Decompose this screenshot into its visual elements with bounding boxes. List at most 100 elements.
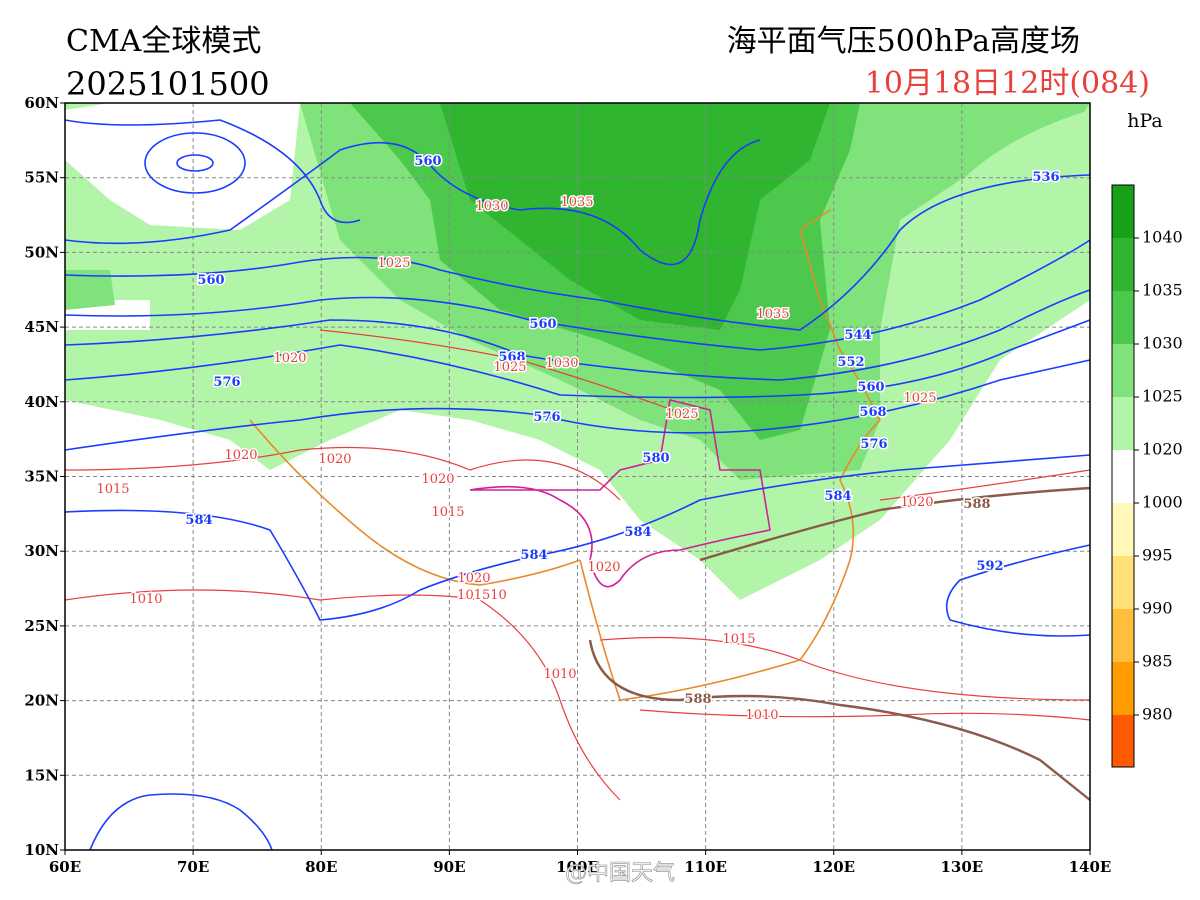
lat-label: 35N (24, 468, 59, 486)
lat-label: 30N (24, 542, 59, 560)
contour-588 (699, 486, 1091, 562)
contour-588 (588, 639, 1091, 801)
height-contours (64, 119, 1091, 851)
height-label: 552 (837, 355, 864, 370)
pressure-label: 1010 (745, 708, 778, 723)
map-area: 560 560 560 568 576 576 580 584 584 584 584 544 552 5… (64, 102, 1091, 851)
isobars (64, 329, 1091, 801)
init-time: 2025101500 (66, 65, 270, 103)
pressure-label: 1020 (900, 495, 933, 510)
colorbar-label: 1040 (1142, 228, 1183, 247)
lat-label: 45N (24, 318, 59, 336)
colorbar-frame (1111, 184, 1135, 768)
pressure-label: 1035 (756, 307, 789, 322)
height-label: 584 (824, 489, 851, 504)
contour (945, 544, 1091, 621)
lat-label: 55N (24, 169, 59, 187)
height-label: 588 (963, 497, 990, 512)
contour (89, 793, 273, 851)
colorbar-swatch (1112, 291, 1134, 344)
lon-label: 90E (433, 858, 465, 876)
lat-label: 20N (24, 692, 59, 710)
isobar (879, 469, 1091, 501)
height-label: 584 (185, 513, 212, 528)
colorbar-swatch (1112, 556, 1134, 609)
height-label: 544 (844, 328, 871, 343)
pressure-label: 101510 (457, 588, 507, 603)
lon-label: 130E (941, 858, 984, 876)
pressure-label: 1020 (457, 571, 490, 586)
colorbar-swatch (1112, 397, 1134, 450)
model-name: CMA全球模式 (66, 24, 261, 59)
lat-label: 50N (24, 243, 59, 261)
colorbar-swatch (1112, 503, 1134, 556)
isobar (64, 589, 621, 801)
lat-label: 15N (24, 766, 59, 784)
height-label: 536 (1032, 170, 1059, 185)
height-label: 576 (533, 410, 560, 425)
colorbar-swatch (1112, 185, 1134, 238)
borders (249, 209, 881, 701)
border (249, 419, 581, 586)
colorbar: hPa 1040 1035 1030 1025 1020 1000 995 990 985 980 (1111, 110, 1183, 768)
height-label: 580 (642, 451, 669, 466)
border (579, 209, 881, 701)
pressure-label: 1020 (273, 351, 306, 366)
pressure-label: 1015 (431, 505, 464, 520)
contour (64, 289, 1091, 381)
lon-label: 70E (177, 858, 209, 876)
lat-label: 40N (24, 393, 59, 411)
pressure-label: 1020 (224, 448, 257, 463)
lon-label: 60E (49, 858, 81, 876)
pressure-fill (65, 270, 115, 310)
colorbar-label: 985 (1142, 652, 1173, 671)
lon-label: 110E (684, 858, 727, 876)
regions (469, 399, 771, 588)
colorbar-swatch (1112, 662, 1134, 715)
pressure-fill (65, 103, 300, 230)
valid-time: 10月18日12时(084) (865, 66, 1150, 101)
isobar (599, 636, 1091, 701)
contour (64, 174, 1091, 331)
height-label: 584 (520, 548, 547, 563)
lon-label: 100E (556, 858, 599, 876)
colorbar-label: 1025 (1142, 387, 1183, 406)
colorbar-swatch (1112, 344, 1134, 397)
contour (64, 119, 361, 224)
contour (176, 154, 214, 172)
lat-label: 10N (24, 841, 59, 859)
height-label: 560 (857, 380, 884, 395)
pressure-fill (920, 110, 1090, 320)
colorbar-label: 990 (1142, 599, 1173, 618)
colorbar-unit: hPa (1127, 110, 1163, 132)
colorbar-swatch (1112, 450, 1134, 503)
isobar (64, 446, 621, 501)
pressure-label: 1015 (722, 632, 755, 647)
height-588 (588, 486, 1091, 801)
pressure-label: 1015 (96, 482, 129, 497)
colorbar-swatch (1112, 715, 1134, 767)
pressure-label: 1020 (421, 472, 454, 487)
watermark: @中国天气 (565, 861, 675, 886)
colorbar-swatch (1112, 238, 1134, 291)
lon-label: 80E (305, 858, 337, 876)
pressure-label: 1025 (493, 360, 526, 375)
contour-labels: 560 560 560 568 576 576 580 584 584 584 584 544 552 5… (95, 153, 1061, 725)
height-label: 584 (624, 525, 651, 540)
pressure-fill (440, 103, 830, 330)
contour (64, 359, 1091, 451)
colorbar-label: 995 (1142, 546, 1173, 565)
isobar (319, 329, 701, 421)
pressure-label: 1030 (545, 356, 578, 371)
contour (64, 319, 1091, 399)
contour (949, 619, 1091, 637)
pressure-label: 1025 (377, 256, 410, 271)
colorbar-label: 1020 (1142, 440, 1183, 459)
lat-label: 25N (24, 617, 59, 635)
colorbar-swatch (1112, 609, 1134, 662)
pressure-label: 1030 (475, 199, 508, 214)
height-label: 568 (498, 350, 525, 365)
contour (64, 139, 761, 266)
colorbar-label: 980 (1142, 705, 1173, 724)
